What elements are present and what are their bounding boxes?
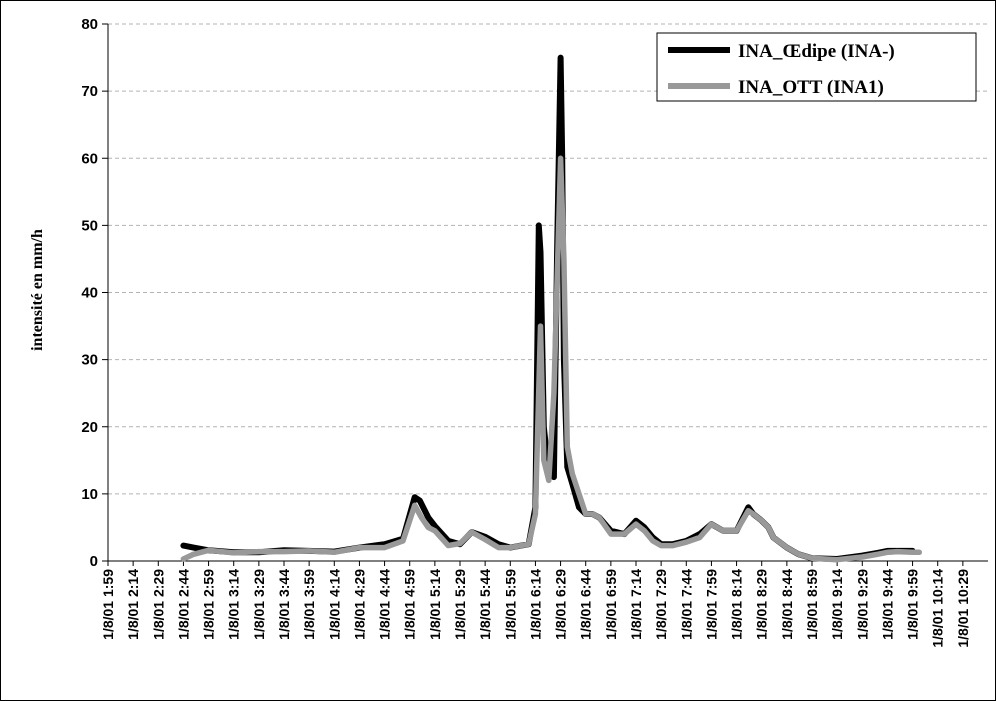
x-tick-label: 1/8/01 8:14 <box>729 569 745 640</box>
x-tick-label: 1/8/01 7:44 <box>678 569 694 640</box>
x-tick-label: 1/8/01 2:29 <box>150 569 166 640</box>
legend-label-1: INA_OTT (INA1) <box>738 77 884 98</box>
x-tick-label: 1/8/01 4:44 <box>377 569 393 640</box>
x-tick-label: 1/8/01 5:59 <box>502 569 518 640</box>
y-tick-label: 70 <box>81 83 98 100</box>
x-tick-label: 1/8/01 10:29 <box>955 569 971 648</box>
x-tick-label: 1/8/01 7:29 <box>653 569 669 640</box>
legend-label-0: INA_Œdipe (INA-) <box>738 41 895 62</box>
x-tick-label: 1/8/01 5:14 <box>427 569 443 640</box>
series-line-0 <box>180 54 916 562</box>
x-tick-label: 1/8/01 2:44 <box>175 569 191 640</box>
x-tick-label: 1/8/01 9:59 <box>905 569 921 640</box>
x-tick-label: 1/8/01 8:59 <box>804 569 820 640</box>
x-tick-label: 1/8/01 6:59 <box>603 569 619 640</box>
x-tick-label: 1/8/01 6:44 <box>578 569 594 640</box>
x-tick-label: 1/8/01 5:44 <box>477 569 493 640</box>
x-tick-label: 1/8/01 4:29 <box>351 569 367 640</box>
x-tick-label: 1/8/01 9:29 <box>854 569 870 640</box>
y-tick-label: 0 <box>90 553 98 570</box>
y-tick-label: 10 <box>81 486 98 503</box>
x-tick-label: 1/8/01 5:29 <box>452 569 468 640</box>
x-tick-label: 1/8/01 4:59 <box>402 569 418 640</box>
x-tick-label: 1/8/01 3:14 <box>226 569 242 640</box>
x-tick-label: 1/8/01 1:59 <box>100 569 116 640</box>
legend: INA_Œdipe (INA-) INA_OTT (INA1) <box>656 32 977 102</box>
x-tick-label: 1/8/01 2:59 <box>201 569 217 640</box>
gridlines <box>102 23 988 562</box>
x-tick-label: 1/8/01 4:14 <box>326 569 342 640</box>
x-tick-label: 1/8/01 7:14 <box>628 569 644 640</box>
x-tick-label: 1/8/01 8:44 <box>779 569 795 640</box>
x-tick-label: 1/8/01 9:14 <box>829 569 845 640</box>
y-axis-title: intensité en mm/h <box>29 229 46 351</box>
x-tick-label: 1/8/01 6:14 <box>527 569 543 640</box>
x-tick-label: 1/8/01 7:59 <box>703 569 719 640</box>
y-tick-labels: 0 10 20 30 40 50 60 70 80 <box>81 16 98 570</box>
x-tick-label: 1/8/01 3:59 <box>301 569 317 640</box>
x-tick-label: 1/8/01 8:29 <box>754 569 770 640</box>
x-tick-label: 1/8/01 9:44 <box>879 569 895 640</box>
y-tick-label: 20 <box>81 419 98 436</box>
series-lines <box>180 54 923 563</box>
x-tick-label: 1/8/01 6:29 <box>553 569 569 640</box>
x-tick-labels: 1/8/01 1:59 1/8/01 2:14 1/8/01 2:29 1/8/01 … <box>100 561 971 648</box>
x-tick-label: 1/8/01 3:29 <box>251 569 267 640</box>
legend-box <box>656 32 977 102</box>
x-tick-label: 1/8/01 10:14 <box>930 569 946 648</box>
y-tick-label: 50 <box>81 217 98 234</box>
series-line-1 <box>180 155 923 563</box>
y-tick-label: 40 <box>81 285 98 302</box>
y-tick-label: 30 <box>81 352 98 369</box>
x-tick-label: 1/8/01 3:44 <box>276 569 292 640</box>
y-tick-label: 60 <box>81 150 98 167</box>
y-tick-label: 80 <box>81 16 98 33</box>
x-tick-label: 1/8/01 2:14 <box>125 569 141 640</box>
